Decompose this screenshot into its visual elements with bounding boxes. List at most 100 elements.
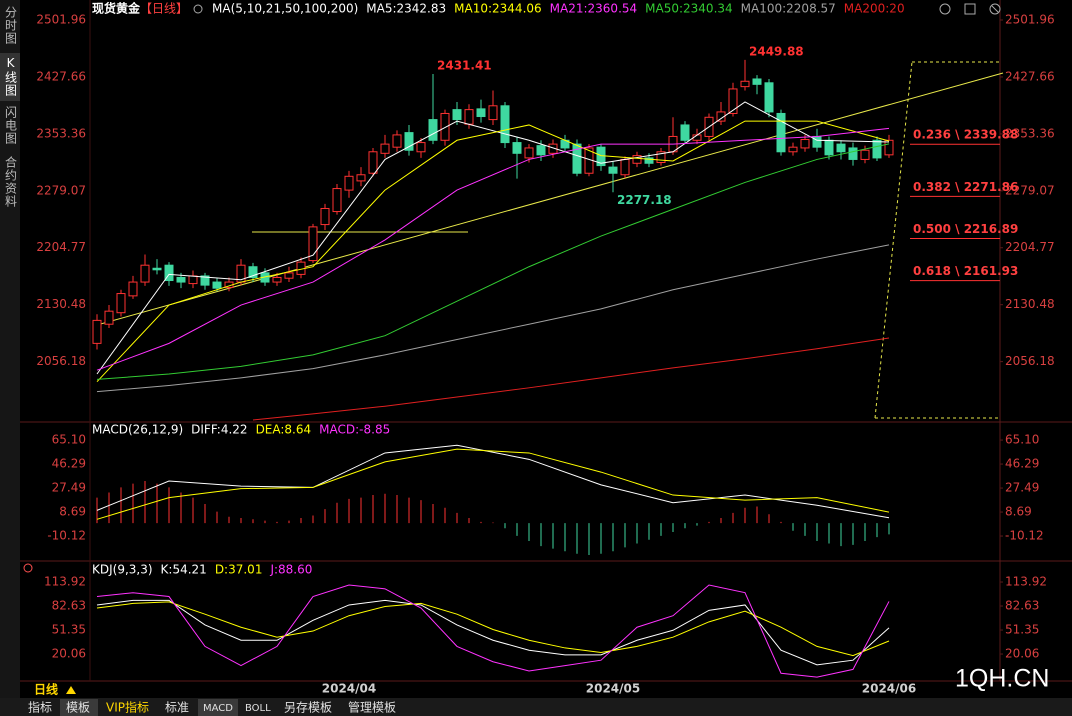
period-label[interactable]: 日线 <box>34 682 58 697</box>
indicator-line <box>96 448 890 520</box>
tool-tab[interactable]: BOLL <box>245 703 271 714</box>
tab-active <box>60 699 98 716</box>
y-tick-label: 2056.18 <box>1005 354 1055 368</box>
tab-active <box>198 699 238 716</box>
indicator-line <box>96 244 890 393</box>
x-tick-label: 2024/04 <box>322 682 376 696</box>
y-tick-label: 65.10 <box>1005 433 1039 447</box>
tool-tab[interactable]: 指标 <box>28 700 52 715</box>
indicator-line <box>96 601 890 657</box>
candle-body <box>680 124 690 141</box>
tool-tab[interactable]: 模板 <box>66 701 90 715</box>
x-tick-label: 2024/06 <box>862 682 916 696</box>
tool-tab[interactable]: 另存模板 <box>284 701 332 715</box>
candle-body <box>620 158 630 176</box>
candle-body <box>524 147 534 159</box>
y-tick-label: 20.06 <box>52 647 86 661</box>
tool-tab[interactable]: 标准 <box>165 701 189 715</box>
indicator-name: MACD(26,12,9) <box>92 423 183 437</box>
icon[interactable] <box>991 5 999 13</box>
y-tick-label: 2353.36 <box>36 126 86 140</box>
side-tab[interactable]: K线图 <box>4 56 18 97</box>
y-tick-label: 2130.48 <box>1005 297 1055 311</box>
legend-entry: MA21:2360.54 <box>550 2 638 16</box>
indicator-line <box>96 444 890 519</box>
legend-entry: MA200:20 <box>844 2 905 16</box>
legend-entry: J:88.60 <box>269 563 312 577</box>
y-tick-label: -10.12 <box>1005 529 1044 543</box>
legend-entry: MA5:2342.83 <box>366 2 446 16</box>
icon[interactable] <box>23 563 33 573</box>
candle-body <box>728 88 738 114</box>
candle-body <box>440 112 450 141</box>
y-tick-label: 46.29 <box>1005 457 1039 471</box>
legend-entry: DEA:8.64 <box>256 423 312 437</box>
icon[interactable] <box>989 3 1001 15</box>
indicator-line <box>96 101 890 375</box>
fib-label: 0.618 \ 2161.93 <box>913 264 1018 278</box>
indicator-line <box>96 584 890 678</box>
candle-body <box>368 151 378 174</box>
candle-body <box>884 139 894 156</box>
fib-label: 0.236 \ 2339.88 <box>913 128 1018 142</box>
period-tag: 【日线】 <box>140 2 188 16</box>
candle-body <box>320 207 330 226</box>
candle-body <box>344 175 354 191</box>
legend-entry: D:37.01 <box>215 563 263 577</box>
side-tab[interactable]: 分时图 <box>4 6 18 45</box>
icon[interactable] <box>939 3 951 15</box>
tool-tab[interactable]: 管理模板 <box>348 700 396 715</box>
candle-body <box>872 139 882 159</box>
y-tick-label: 2279.07 <box>36 183 86 197</box>
active-tab-bg <box>0 53 20 101</box>
y-tick-label: 2427.66 <box>1005 69 1055 83</box>
candle-body <box>512 142 522 154</box>
candle-body <box>212 281 222 289</box>
tool-tab[interactable]: MACD <box>203 703 233 714</box>
indicator-line <box>96 120 890 383</box>
candle-body <box>812 135 822 148</box>
candle-body <box>608 166 618 174</box>
price-label: 2449.88 <box>749 44 804 58</box>
candle-body <box>116 293 126 314</box>
indicator-name: KDJ(9,3,3) <box>92 563 153 577</box>
y-tick-label: 65.10 <box>52 433 86 447</box>
y-tick-label: 2279.07 <box>1005 183 1055 197</box>
indicator-line <box>252 337 890 421</box>
y-tick-label: 27.49 <box>52 481 86 495</box>
candle-body <box>140 264 150 283</box>
icon[interactable] <box>964 3 976 15</box>
y-tick-label: 8.69 <box>59 505 86 519</box>
y-tick-label: 51.35 <box>52 623 86 637</box>
candle-body <box>416 142 426 153</box>
candle-body <box>464 109 474 125</box>
period-arrow[interactable] <box>66 686 76 694</box>
y-tick-label: 113.92 <box>1005 575 1047 589</box>
y-tick-label: 2501.96 <box>1005 12 1055 26</box>
indicator-line <box>96 143 890 380</box>
y-tick-label: 113.92 <box>44 575 86 589</box>
y-tick-label: 2204.77 <box>1005 240 1055 254</box>
side-tab[interactable]: 合约资料 <box>4 155 18 208</box>
icon[interactable] <box>193 4 203 14</box>
candle-body <box>92 319 102 344</box>
candle-body <box>248 266 258 278</box>
candle-body <box>800 139 810 149</box>
trend-line[interactable] <box>96 72 1004 326</box>
candle-body <box>164 264 174 282</box>
y-tick-label: 82.63 <box>1005 599 1039 613</box>
candle-body <box>632 155 642 164</box>
candle-body <box>380 143 390 154</box>
candle-body <box>476 108 486 118</box>
candle-body <box>860 149 870 160</box>
y-tick-label: 8.69 <box>1005 505 1032 519</box>
fib-label: 0.500 \ 2216.89 <box>913 222 1018 236</box>
y-tick-label: 2353.36 <box>1005 126 1055 140</box>
tool-tab[interactable]: VIP指标 <box>106 700 149 715</box>
y-tick-label: 46.29 <box>52 457 86 471</box>
side-tab[interactable]: 闪电图 <box>4 106 18 145</box>
toolbar <box>0 698 1072 716</box>
candle-body <box>176 276 186 283</box>
candle-body <box>200 275 210 286</box>
